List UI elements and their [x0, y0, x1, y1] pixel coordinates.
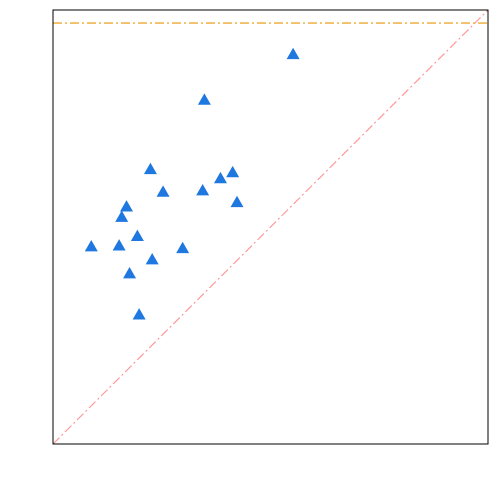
data-point — [176, 241, 190, 254]
data-point — [115, 210, 129, 222]
diagonal-reference-line — [52, 9, 489, 445]
data-point — [286, 47, 300, 60]
data-point — [84, 240, 98, 252]
data-point — [197, 93, 211, 105]
data-point — [156, 185, 170, 197]
data-point — [123, 266, 137, 279]
plot-area — [52, 9, 489, 445]
data-point — [226, 165, 240, 178]
data-point — [130, 229, 144, 241]
data-point — [213, 171, 227, 184]
data-point — [230, 195, 244, 208]
data-point — [120, 200, 134, 212]
data-point — [143, 162, 157, 175]
plot-frame — [52, 9, 489, 445]
data-point — [196, 184, 210, 196]
data-point — [112, 239, 126, 251]
data-point — [145, 253, 159, 265]
data-point — [132, 308, 146, 320]
